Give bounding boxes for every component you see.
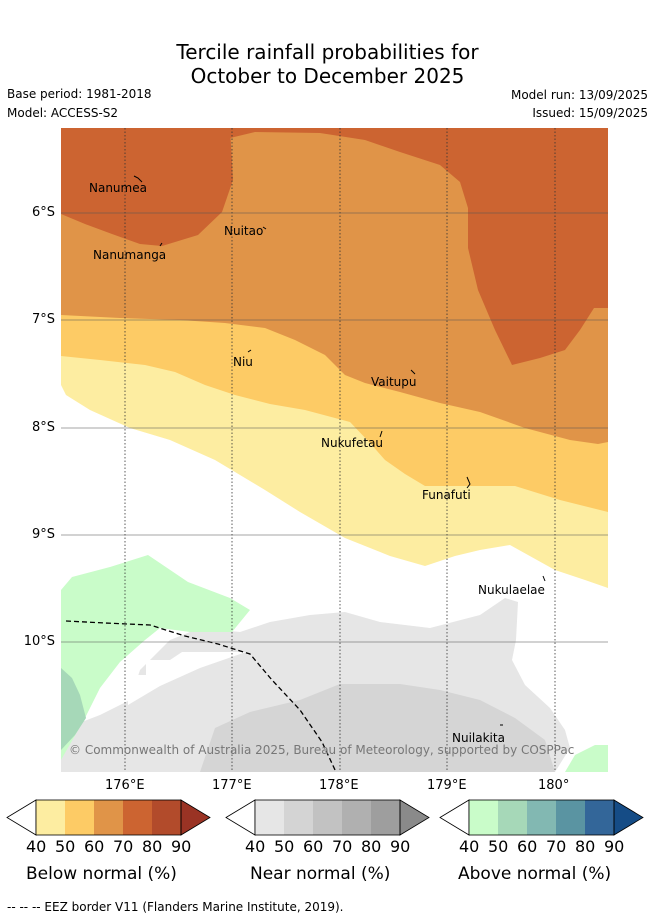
colorbar-title-near: Near normal (%) xyxy=(250,864,391,884)
colorbar-tick-label: 70 xyxy=(546,837,567,856)
colorbar-segment xyxy=(65,800,94,835)
colorbar-segment xyxy=(284,800,313,835)
colorbar-title-below: Below normal (%) xyxy=(26,864,177,884)
colorbar-below-normal xyxy=(6,799,211,836)
colorbar-arrow-right xyxy=(180,799,211,836)
above-normal-50-region xyxy=(61,668,86,750)
colorbar-tick-label: 70 xyxy=(113,837,134,856)
place-label-funafuti: Funafuti xyxy=(422,488,471,502)
place-label-nanumea: Nanumea xyxy=(89,181,147,195)
colorbar-tick-label: 40 xyxy=(26,837,47,856)
place-label-nanumanga: Nanumanga xyxy=(93,248,167,262)
colorbar-above-normal xyxy=(439,799,644,836)
colorbar-segment xyxy=(371,800,400,835)
lon-label-180: 180° xyxy=(538,778,570,793)
island-outlines xyxy=(133,175,546,726)
colorbar-arrow-left xyxy=(225,799,256,836)
colorbar-arrow-right xyxy=(399,799,430,836)
white-inset-region xyxy=(128,652,246,705)
colorbar-tick-label: 60 xyxy=(303,837,324,856)
lon-label-176e: 176°E xyxy=(105,778,145,793)
colorbar-tick-label: 50 xyxy=(55,837,76,856)
colorbar-outline xyxy=(35,799,182,836)
copyright-notice: © Commonwealth of Australia 2025, Bureau… xyxy=(69,743,575,757)
colorbar-tick-label: 80 xyxy=(575,837,596,856)
lon-label-177e: 177°E xyxy=(212,778,252,793)
colorbar-tick-label: 60 xyxy=(84,837,105,856)
place-label-nukufetau: Nukufetau xyxy=(321,436,384,450)
colorbars xyxy=(6,799,644,836)
colorbar-tick-label: 90 xyxy=(390,837,411,856)
colorbar-segment xyxy=(313,800,342,835)
eez-legend-note: -- -- -- EEZ border V11 (Flanders Marine… xyxy=(7,900,344,914)
model-run: Model run: 13/09/2025 xyxy=(510,88,648,102)
longitude-gridlines xyxy=(124,128,556,772)
colorbar-arrow-left xyxy=(439,799,470,836)
issued-date: Issued: 15/09/2025 xyxy=(532,106,648,120)
colorbar-segment xyxy=(527,800,556,835)
lat-label-7s: 7°S xyxy=(31,312,55,327)
lat-label-9s: 9°S xyxy=(31,527,55,542)
base-period: Base period: 1981-2018 xyxy=(7,87,152,101)
colorbar-segment xyxy=(123,800,152,835)
colorbar-segment xyxy=(152,800,181,835)
colorbar-segment xyxy=(585,800,614,835)
eez-border xyxy=(65,620,337,772)
colorbar-arrow-left xyxy=(6,799,37,836)
lon-label-179e: 179°E xyxy=(427,778,467,793)
colorbar-outline xyxy=(254,799,401,836)
colorbar-tick-label: 90 xyxy=(604,837,625,856)
colorbar-segment xyxy=(94,800,123,835)
near-normal-50-region xyxy=(200,684,555,772)
above-normal-40-region-east xyxy=(565,745,608,772)
place-label-vaitupu: Vaitupu xyxy=(371,375,417,389)
colorbar-segment xyxy=(255,800,284,835)
title-line-1: Tercile rainfall probabilities for xyxy=(176,40,479,64)
colorbar-tick-label: 60 xyxy=(517,837,538,856)
lon-label-178e: 178°E xyxy=(319,778,359,793)
colorbar-segment xyxy=(469,800,498,835)
colorbar-outline xyxy=(468,799,615,836)
place-label-nuitao: Nuitao xyxy=(224,224,264,238)
below-normal-80-region-west xyxy=(61,128,233,246)
colorbar-segment xyxy=(498,800,527,835)
colorbar-segment xyxy=(36,800,65,835)
colorbar-tick-label: 50 xyxy=(488,837,509,856)
model-name: Model: ACCESS-S2 xyxy=(7,106,119,120)
lat-label-10s: 10°S xyxy=(23,634,55,649)
map-title: Tercile rainfall probabilities for Octob… xyxy=(0,40,655,88)
colorbar-tick-label: 40 xyxy=(245,837,266,856)
colorbar-segment xyxy=(342,800,371,835)
place-label-nuilakita: Nuilakita xyxy=(452,731,505,745)
below-normal-80-region-east xyxy=(230,128,608,365)
colorbar-tick-label: 80 xyxy=(142,837,163,856)
title-line-2: October to December 2025 xyxy=(190,64,465,88)
colorbar-tick-label: 70 xyxy=(332,837,353,856)
latitude-gridlines xyxy=(61,212,608,643)
colorbar-near-normal xyxy=(225,799,430,836)
colorbar-title-above: Above normal (%) xyxy=(458,864,612,884)
colorbar-tick-label: 90 xyxy=(171,837,192,856)
colorbar-tick-label: 50 xyxy=(274,837,295,856)
place-label-niu: Niu xyxy=(233,355,253,369)
colorbar-tick-label: 40 xyxy=(459,837,480,856)
colorbar-arrow-right xyxy=(613,799,644,836)
lat-label-6s: 6°S xyxy=(31,205,55,220)
white-notch xyxy=(61,420,66,458)
place-label-nukulaelae: Nukulaelae xyxy=(478,583,545,597)
above-normal-40-region xyxy=(61,555,250,760)
colorbar-tick-label: 80 xyxy=(361,837,382,856)
lat-label-8s: 8°S xyxy=(31,420,55,435)
colorbar-segment xyxy=(556,800,585,835)
